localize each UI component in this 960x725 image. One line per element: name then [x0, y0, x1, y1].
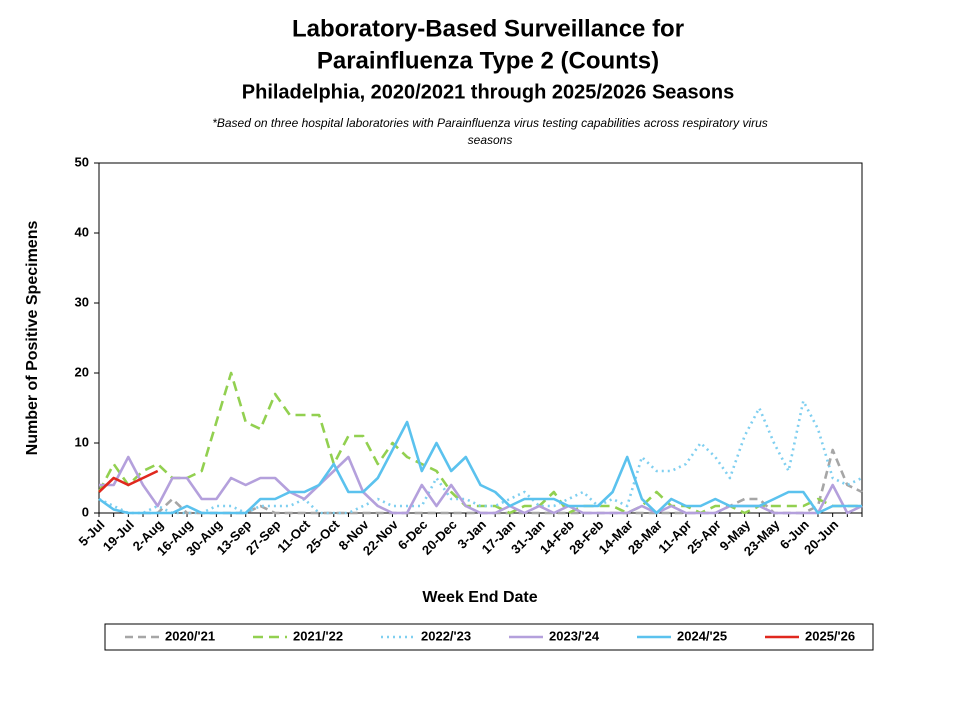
y-tick-label: 30	[75, 294, 89, 309]
series-line	[98, 420, 862, 515]
series-line	[97, 371, 862, 515]
x-tick-label: 25-Apr	[684, 517, 724, 557]
chart-title: Laboratory-Based Surveillance for	[292, 15, 684, 42]
legend-label: 2024/'25	[677, 628, 727, 643]
x-tick-label: 19-Jul	[100, 517, 137, 554]
legend-label: 2021/'22	[293, 628, 343, 643]
legend-label: 2025/'26	[805, 628, 855, 643]
legend-frame	[104, 623, 874, 651]
legend-label: 2020/'21	[165, 628, 215, 643]
plot-frame	[98, 162, 863, 514]
y-tick-label: 40	[75, 224, 89, 239]
chart-subtitle: Philadelphia, 2020/2021 through 2025/202…	[242, 81, 734, 103]
x-axis-title: Week End Date	[422, 589, 537, 606]
y-tick-label: 50	[75, 154, 89, 169]
note: *Based on three hospital laboratories wi…	[212, 116, 768, 130]
series-line	[98, 469, 159, 493]
chart-title: Parainfluenza Type 2 (Counts)	[317, 47, 659, 74]
y-axis-title: Number of Positive Specimens	[24, 221, 41, 456]
y-tick-label: 20	[75, 364, 89, 379]
y-tick-label: 0	[82, 504, 89, 519]
x-tick-label: 25-Oct	[303, 516, 343, 556]
note: seasons	[468, 133, 513, 147]
legend-label: 2023/'24	[549, 628, 600, 643]
y-tick-label: 10	[75, 434, 89, 449]
legend-label: 2022/'23	[421, 628, 471, 643]
series-line	[98, 399, 863, 515]
